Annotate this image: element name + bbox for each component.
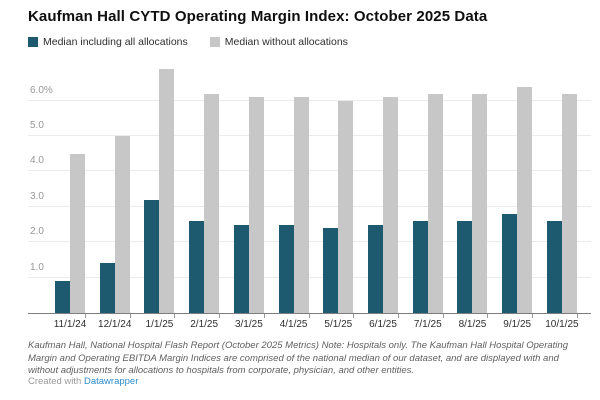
bar <box>114 136 130 313</box>
page-title: Kaufman Hall CYTD Operating Margin Index… <box>28 8 488 25</box>
bar <box>99 263 115 313</box>
gridline-4.0 <box>28 170 591 172</box>
datawrapper-link[interactable]: Datawrapper <box>83 376 139 387</box>
x-axis-tick-label: 12/1/24 <box>98 319 132 330</box>
x-axis-tick-label: 5/1/25 <box>324 319 353 330</box>
bar <box>412 221 428 313</box>
bar <box>561 93 577 313</box>
bars-row: 11/1/24 12/1/24 1/1/25 2/1/25 3/1/25 4/1/25 5/… <box>28 60 591 330</box>
bar-group-11/1/24: 11/1/24 <box>54 60 86 330</box>
gridline-6.0% <box>28 99 591 101</box>
x-axis-tick-label: 7/1/25 <box>413 319 442 330</box>
gridline-1.0 <box>28 276 591 278</box>
y-axis-tick-label: 3.0 <box>30 190 44 202</box>
attribution: Created with Datawrapper <box>28 376 138 387</box>
y-axis-tick-label: 6.0% <box>30 84 53 96</box>
bar-group-12/1/24: 12/1/24 <box>98 60 131 330</box>
bar-chart: 1.0 2.0 3.0 4.0 5.0 6.0% 11/1/24 12/1/24 1/1/25 2… <box>28 60 591 330</box>
bar <box>204 93 220 313</box>
y-axis-tick-label: 1.0 <box>30 261 44 273</box>
bar <box>517 86 533 313</box>
bar-group-10/1/25: 10/1/25 <box>545 60 579 330</box>
attribution-prefix: Created with <box>28 376 84 387</box>
bar-group-1/1/25: 1/1/25 <box>144 60 176 330</box>
legend-item-without-allocations: Median without allocations <box>209 36 348 48</box>
legend-label: Median including all allocations <box>43 36 188 48</box>
source-note: Kaufman Hall, National Hospital Flash Re… <box>28 340 568 377</box>
bar <box>189 221 205 313</box>
bar-group-4/1/25: 4/1/25 <box>278 60 310 330</box>
bar <box>323 228 339 313</box>
x-axis-line <box>28 313 591 314</box>
x-axis-tick-label: 10/1/25 <box>545 319 579 330</box>
gridline-2.0 <box>28 241 591 243</box>
x-axis-tick-label: 2/1/25 <box>190 319 219 330</box>
bar-group-7/1/25: 7/1/25 <box>412 60 444 330</box>
bar <box>159 68 175 313</box>
bar <box>427 93 443 313</box>
bar-group-3/1/25: 3/1/25 <box>233 60 265 330</box>
gridline-3.0 <box>28 205 591 207</box>
x-axis-tick-label: 1/1/25 <box>145 319 174 330</box>
x-axis-tick-label: 11/1/24 <box>53 319 87 330</box>
bar <box>502 213 518 313</box>
x-axis-tick-label: 4/1/25 <box>279 319 308 330</box>
bar <box>457 221 473 313</box>
bar <box>233 224 249 313</box>
bar-group-9/1/25: 9/1/25 <box>502 60 534 330</box>
bar <box>55 281 70 313</box>
bar <box>144 199 160 313</box>
legend-item-with-allocations: Median including all allocations <box>28 36 188 48</box>
bar <box>338 100 354 313</box>
bar-group-6/1/25: 6/1/25 <box>368 60 400 330</box>
chart-legend: Median including all allocations Median … <box>28 36 348 48</box>
bar-group-5/1/25: 5/1/25 <box>323 60 355 330</box>
x-axis-tick-label: 6/1/25 <box>369 319 397 330</box>
bar-group-8/1/25: 8/1/25 <box>457 60 489 330</box>
legend-swatch-without-allocations <box>209 37 220 47</box>
y-axis-tick-label: 5.0 <box>30 120 44 132</box>
y-axis-tick-label: 2.0 <box>30 226 44 238</box>
legend-label: Median without allocations <box>224 36 348 48</box>
y-axis-tick-label: 4.0 <box>30 155 44 167</box>
bar <box>70 153 85 313</box>
x-axis-tick-label: 8/1/25 <box>458 319 487 330</box>
bar <box>383 97 399 313</box>
bar <box>293 97 309 313</box>
bar <box>472 93 488 313</box>
bar-group-2/1/25: 2/1/25 <box>189 60 221 330</box>
bar <box>368 224 384 313</box>
x-axis-tick-label: 3/1/25 <box>234 319 263 330</box>
legend-swatch-with-allocations <box>28 37 38 47</box>
bar <box>248 97 264 313</box>
bar <box>546 221 562 313</box>
x-axis-tick-label: 9/1/25 <box>503 319 532 330</box>
gridline-5.0 <box>28 135 591 137</box>
bar <box>278 224 294 313</box>
